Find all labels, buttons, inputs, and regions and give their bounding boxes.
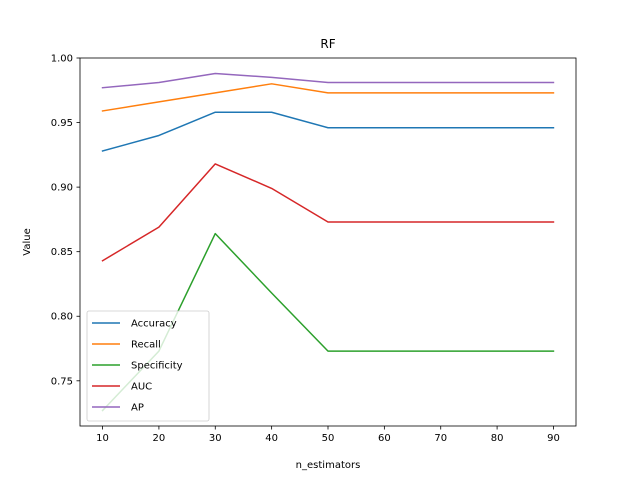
x-tick-label: 40 [265,433,278,444]
y-tick-label: 0.95 [51,118,73,129]
legend-label: Recall [131,340,161,351]
x-tick-label: 10 [96,433,109,444]
x-axis-label: n_estimators [296,460,361,471]
series-line-auc [101,163,555,262]
legend-label: AP [131,403,144,414]
legend-label: Accuracy [131,319,177,330]
y-tick-label: 0.85 [51,247,73,258]
series-line-accuracy [101,111,555,152]
legend-box [86,310,210,422]
legend-item: AP [92,403,144,414]
series-line-ap [101,72,555,89]
y-tick-label: 0.90 [51,183,73,194]
x-tick-label: 50 [322,433,335,444]
y-tick-label: 1.00 [51,54,73,65]
x-axis: 10 20 30 40 50 60 70 80 90 [96,426,560,444]
y-axis-label: Value [22,228,33,255]
chart-title: RF [320,37,335,51]
x-tick-label: 70 [434,433,447,444]
legend-item: Recall [92,340,161,351]
legend: Accuracy Recall Specificity AUC AP [86,310,210,422]
y-tick-label: 0.80 [51,312,73,323]
x-tick-label: 60 [378,433,391,444]
x-tick-label: 30 [209,433,222,444]
x-tick-label: 90 [547,433,560,444]
legend-item: AUC [92,382,152,393]
legend-label: Specificity [131,361,183,372]
x-tick-label: 20 [153,433,166,444]
legend-label: AUC [131,382,152,393]
y-tick-label: 0.75 [51,376,73,387]
y-axis: 0.75 0.80 0.85 0.90 0.95 1.00 [51,54,80,387]
x-tick-label: 80 [491,433,504,444]
legend-item: Specificity [92,361,183,372]
legend-item: Accuracy [92,319,177,330]
series-line-recall [101,83,555,112]
